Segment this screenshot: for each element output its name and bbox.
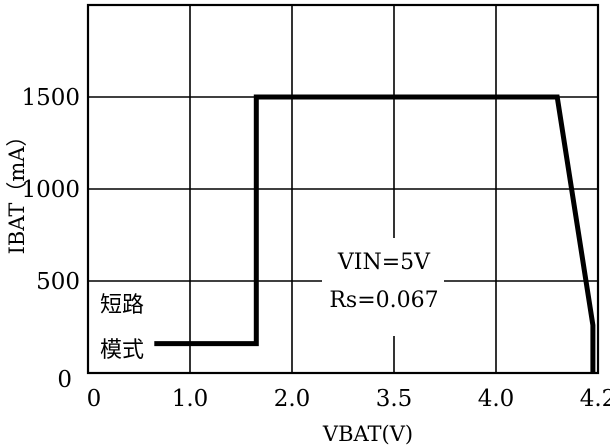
- x-tick-label: 3.5: [376, 386, 413, 412]
- x-tick-labels: 0 1.0 2.0 3.5 4.0 4.2: [87, 386, 610, 412]
- y-tick-label: 500: [36, 269, 80, 295]
- x-tick-label: 1.0: [172, 386, 209, 412]
- y-tick-labels: 0 500 1000 1500: [21, 85, 80, 393]
- annotation-mask: [322, 238, 444, 336]
- y-tick-label: 0: [57, 367, 72, 393]
- series-line: [154, 94, 596, 373]
- annotation-short-circuit-line1: 短路: [100, 293, 144, 318]
- x-tick-label: 4.2: [580, 386, 610, 412]
- x-tick-label: 0: [87, 386, 102, 412]
- x-axis-label: VBAT(V): [322, 422, 413, 446]
- y-tick-label: 1500: [21, 85, 80, 111]
- plot-frame: [86, 3, 600, 375]
- x-tick-label: 2.0: [274, 386, 311, 412]
- x-tick-label: 4.0: [478, 386, 515, 412]
- y-axis-label: IBAT（mA）: [5, 126, 29, 255]
- y-tick-label: 1000: [21, 177, 80, 203]
- annotation-short-circuit-line2: 模式: [100, 338, 144, 363]
- annotation-vin: VIN=5V: [337, 250, 431, 275]
- annotation-rs: Rs=0.067: [329, 288, 438, 313]
